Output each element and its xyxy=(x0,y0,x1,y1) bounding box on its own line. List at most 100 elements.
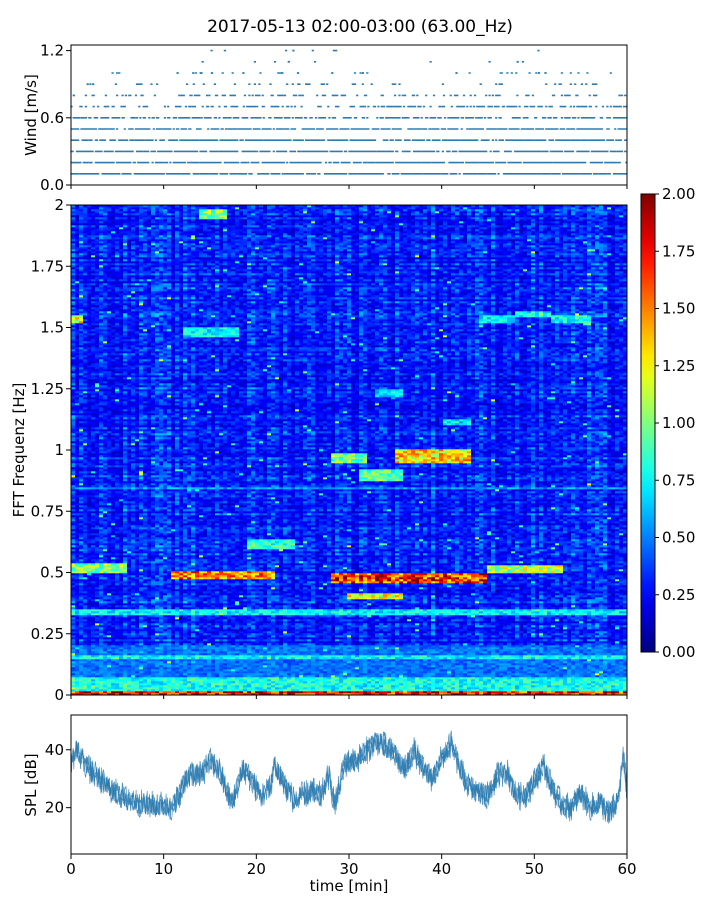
spectrogram-cell xyxy=(87,629,91,631)
spectrogram-cell xyxy=(335,665,339,667)
spectrogram-cell xyxy=(479,633,483,635)
spectrogram-cell xyxy=(87,643,91,645)
spectrogram-cell xyxy=(251,671,255,673)
spectrogram-cell xyxy=(431,641,435,643)
spectrogram-cell xyxy=(459,631,463,633)
spectrogram-cell xyxy=(539,687,543,689)
spectrogram-cell xyxy=(259,677,263,679)
spectrogram-cell xyxy=(83,683,87,685)
spectrogram-cell xyxy=(131,649,135,651)
spectrogram-cell xyxy=(219,687,223,689)
spectrogram-cell xyxy=(359,625,363,627)
spectrogram-cell xyxy=(111,681,115,683)
spectrogram-cell xyxy=(527,681,531,683)
spectrogram-cell xyxy=(475,687,479,689)
spectrogram-cell xyxy=(91,681,95,683)
spectrogram-cell xyxy=(563,667,567,669)
spectrogram-cell xyxy=(519,647,523,649)
spectrogram-cell xyxy=(95,673,99,675)
spectrogram-cell xyxy=(87,691,91,693)
spectrogram-cell xyxy=(611,679,615,681)
spectrogram-cell xyxy=(287,687,291,689)
spectrogram-cell xyxy=(531,671,535,673)
spectrogram-cell xyxy=(371,683,375,685)
spectrogram-cell xyxy=(435,623,439,625)
spectrogram-cell xyxy=(615,687,619,689)
spectrogram-cell xyxy=(279,639,283,641)
spectrogram-cell xyxy=(223,669,227,671)
spectrogram-cell xyxy=(119,649,123,651)
spectrogram-cell xyxy=(287,641,291,643)
spectrogram-cell xyxy=(263,631,267,633)
spectrogram-cell xyxy=(263,673,267,675)
spectrogram-cell xyxy=(555,691,559,693)
spectrogram-cell xyxy=(195,691,199,693)
spectrogram-cell xyxy=(447,639,451,641)
spectrogram-cell xyxy=(343,653,347,655)
spectrogram-cell xyxy=(251,627,255,629)
spectrogram-cell xyxy=(207,691,211,693)
spectrogram-cell xyxy=(135,631,139,633)
spectrogram-cell xyxy=(399,653,403,655)
spectrogram-cell xyxy=(175,683,179,685)
spectrogram-cell xyxy=(279,649,283,651)
spectrogram-cell xyxy=(239,643,243,645)
spectrogram-cell xyxy=(243,637,247,639)
spectrogram-cell xyxy=(491,639,495,641)
spectrogram-cell xyxy=(595,625,599,627)
spectrogram-cell xyxy=(531,669,535,671)
spectrogram-cell xyxy=(95,663,99,665)
spectrogram-cell xyxy=(519,677,523,679)
spectrogram-cell xyxy=(187,649,191,651)
spectrogram-cell xyxy=(595,689,599,691)
spectrogram-cell xyxy=(483,689,487,691)
spectrogram-cell xyxy=(235,625,239,627)
spectrogram-cell xyxy=(563,691,567,693)
spectrogram-cell xyxy=(91,649,95,651)
spectrogram-cell xyxy=(267,687,271,689)
spectrogram-cell xyxy=(583,629,587,631)
spectrogram-cell xyxy=(459,635,463,637)
spectrogram-cell xyxy=(119,645,123,647)
spectrogram-cell xyxy=(487,667,491,669)
spectrogram-cell xyxy=(163,643,167,645)
spectrogram-cell xyxy=(199,635,203,637)
spectrogram-cell xyxy=(219,673,223,675)
spectrogram-cell xyxy=(467,631,471,633)
spectrogram-cell xyxy=(79,651,83,653)
spectrogram-cell xyxy=(451,641,455,643)
spectrogram-cell xyxy=(159,631,163,633)
spectrogram-cell xyxy=(319,657,323,659)
spectrogram-cell xyxy=(131,631,135,633)
spectrogram-cell xyxy=(107,653,111,655)
spectrogram-cell xyxy=(503,691,507,693)
spectrogram-cell xyxy=(427,663,431,665)
spectrogram-cell xyxy=(515,651,519,653)
spectrogram-cell xyxy=(259,645,263,647)
spectrogram-cell xyxy=(103,643,107,645)
spectrogram-cell xyxy=(479,655,483,657)
spectrogram-cell xyxy=(387,673,391,675)
spectrogram-cell xyxy=(511,631,515,633)
spectrogram-cell xyxy=(451,643,455,645)
spectrogram-cell xyxy=(523,625,527,627)
spectrogram-cell xyxy=(603,669,607,671)
spectrogram-cell xyxy=(171,661,175,663)
spectrogram-cell xyxy=(299,675,303,677)
spectrogram-cell xyxy=(111,627,115,629)
spectrogram-cell xyxy=(75,651,79,653)
spectrogram-cell xyxy=(199,631,203,633)
spectrogram-cell xyxy=(83,629,87,631)
spectrogram-cell xyxy=(183,679,187,681)
spectrogram-cell xyxy=(235,681,239,683)
spectrogram-cell xyxy=(227,647,231,649)
spectrogram-cell xyxy=(455,643,459,645)
spectrogram-cell xyxy=(287,629,291,631)
spectrogram-cell xyxy=(199,643,203,645)
spectrogram-cell xyxy=(455,689,459,691)
spectrogram-cell xyxy=(75,659,79,661)
spectrogram-cell xyxy=(379,653,383,655)
spectrogram-cell xyxy=(463,631,467,633)
spectrogram-cell xyxy=(399,627,403,629)
spectrogram-cell xyxy=(447,687,451,689)
